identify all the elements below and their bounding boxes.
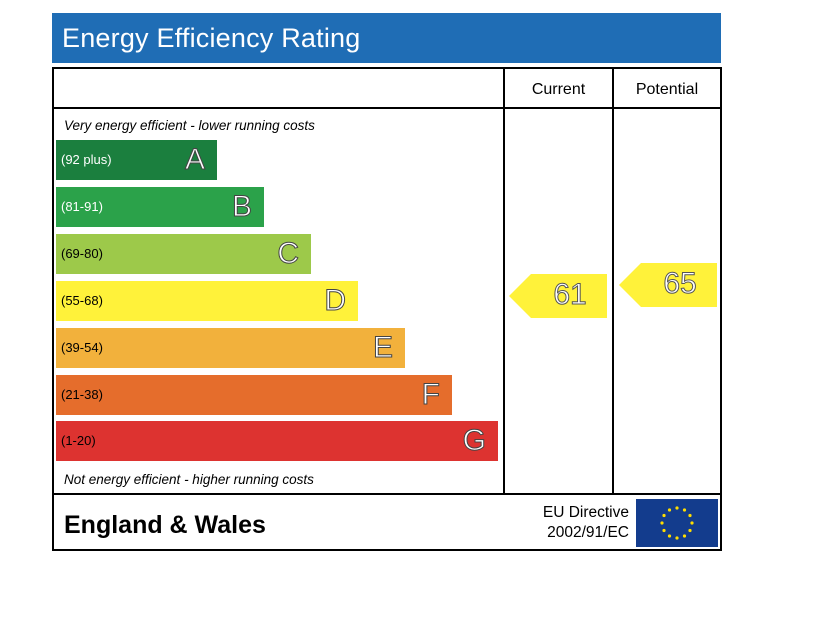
band-e: (39-54) E	[56, 328, 405, 368]
eu-star	[675, 536, 679, 540]
eu-directive: EU Directive 2002/91/EC	[505, 503, 629, 543]
band-d: (55-68) D	[56, 281, 358, 321]
potential-column-header: Potential	[635, 81, 699, 98]
band-letter: A	[184, 143, 205, 177]
eu-star	[662, 528, 666, 533]
efficient-note: Very energy efficient - lower running co…	[64, 118, 315, 133]
current-rating-arrow	[509, 274, 607, 318]
band-range-label: (39-54)	[61, 340, 103, 355]
band-range-label: (21-38)	[61, 387, 103, 402]
potential-rating-value: 65	[663, 267, 697, 301]
divider-potential	[612, 69, 614, 495]
band-range-label: (81-91)	[61, 199, 103, 214]
current-rating-value: 61	[553, 278, 587, 312]
potential-rating-arrow	[619, 263, 717, 307]
band-range-label: (55-68)	[61, 293, 103, 308]
rating-chart: Current Potential Very energy efficient …	[52, 67, 722, 551]
band-letter: C	[277, 237, 300, 271]
eu-star	[675, 506, 679, 510]
eu-star	[662, 513, 666, 518]
directive-line-1: EU Directive	[542, 504, 629, 521]
eu-star	[682, 534, 687, 538]
band-range-label: (92 plus)	[61, 152, 112, 167]
band-range-label: (69-80)	[61, 246, 103, 261]
eu-star	[688, 528, 692, 533]
band-f: (21-38) F	[56, 375, 452, 415]
eu-flag-icon	[636, 499, 718, 547]
band-b: (81-91) B	[56, 187, 264, 227]
header-divider	[54, 107, 720, 109]
eu-star	[667, 534, 672, 538]
band-letter: E	[372, 331, 393, 365]
band-letter: F	[421, 378, 440, 412]
band-a: (92 plus) A	[56, 140, 217, 180]
page-title: Energy Efficiency Rating	[62, 23, 361, 53]
current-column-header: Current	[531, 81, 586, 98]
footer-divider	[54, 493, 720, 495]
eu-star	[660, 521, 664, 525]
eu-star	[690, 521, 694, 525]
band-letter: B	[231, 190, 252, 224]
eu-star	[688, 513, 692, 518]
region-label: England & Wales	[64, 511, 266, 539]
band-range-label: (1-20)	[61, 433, 96, 448]
inefficient-note: Not energy efficient - higher running co…	[64, 472, 314, 487]
band-letter: G	[462, 424, 486, 458]
title-bar: Energy Efficiency Rating	[52, 13, 721, 63]
directive-line-2: 2002/91/EC	[547, 524, 629, 541]
divider-current	[503, 69, 505, 495]
band-g: (1-20) G	[56, 421, 498, 461]
band-letter: D	[324, 284, 347, 318]
band-c: (69-80) C	[56, 234, 311, 274]
eu-star	[682, 508, 687, 512]
eu-star	[667, 508, 672, 512]
